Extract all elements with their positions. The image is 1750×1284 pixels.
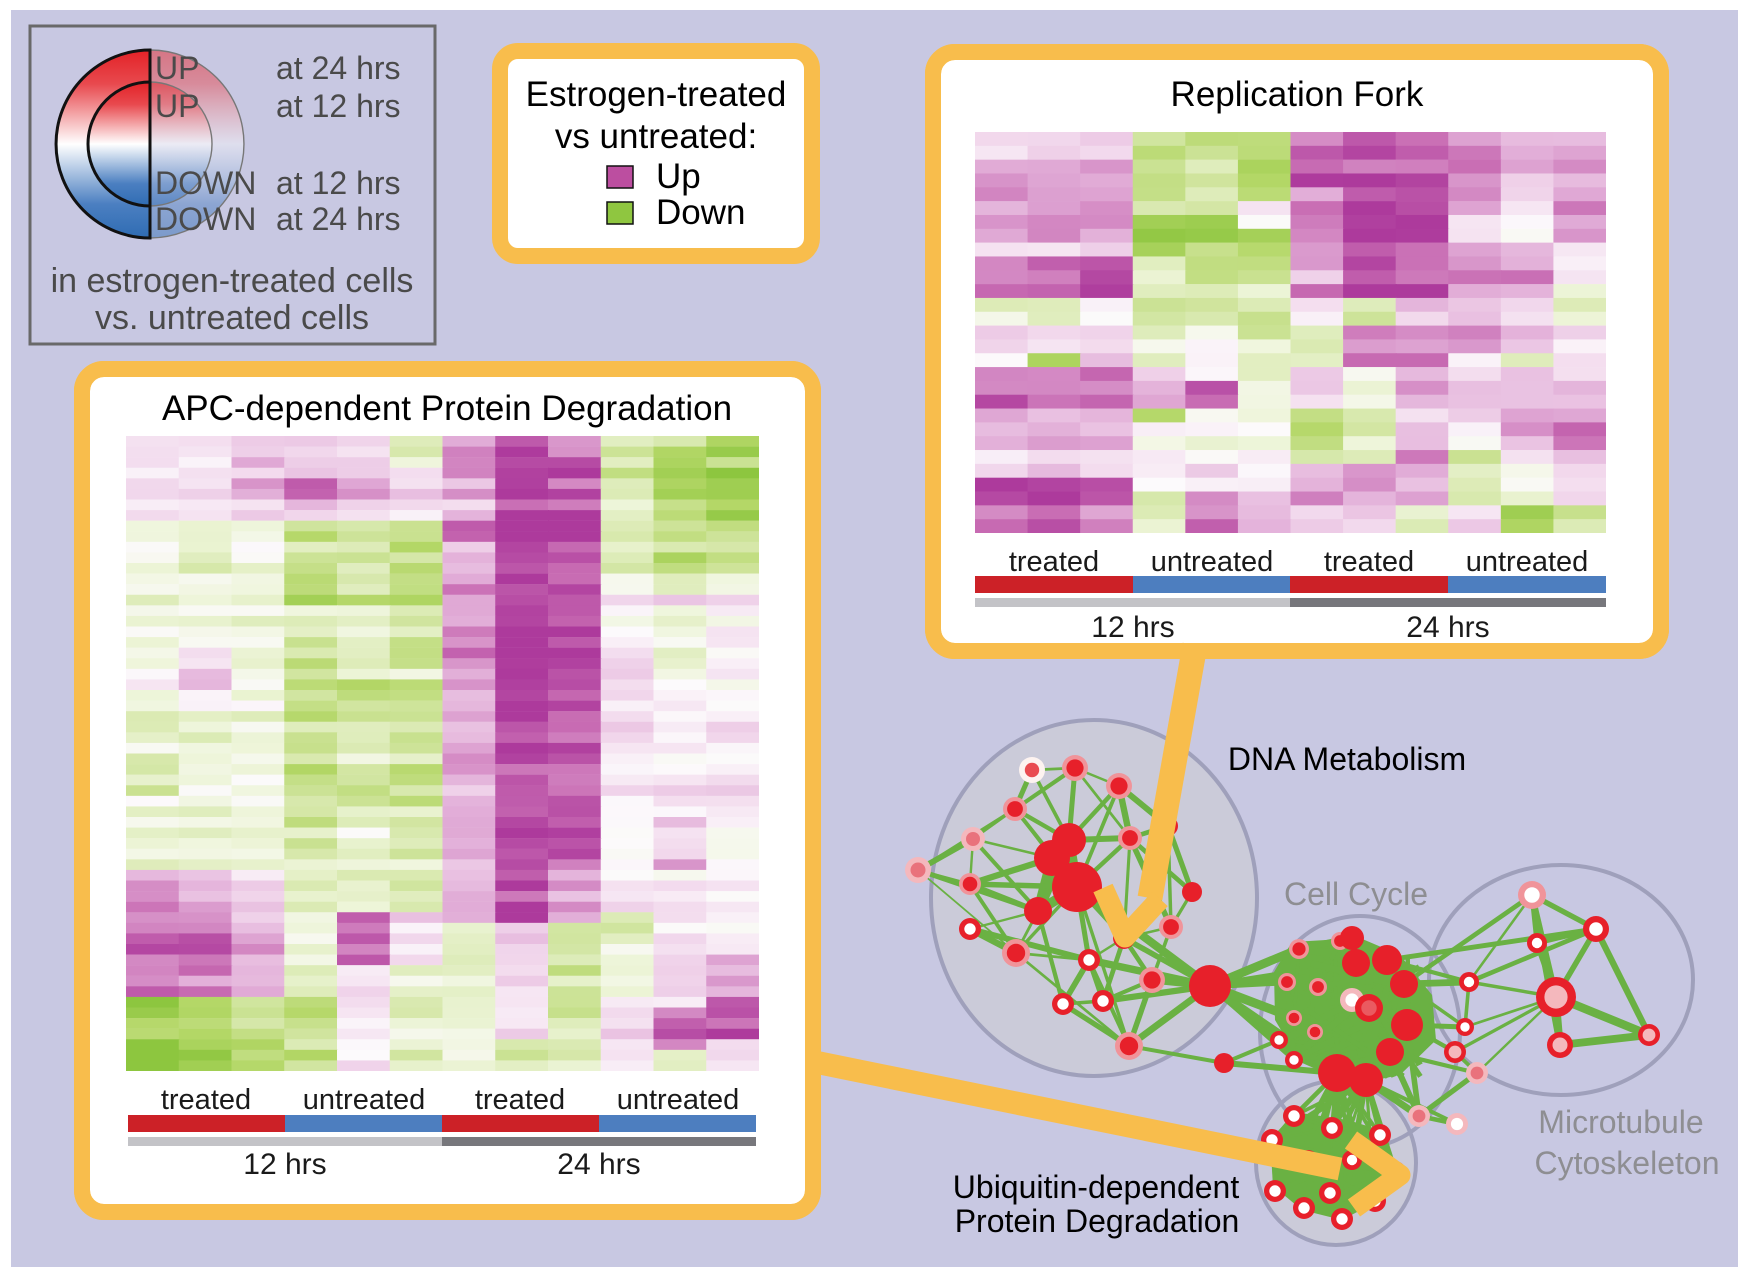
svg-text:vs untreated:: vs untreated: bbox=[555, 117, 757, 156]
svg-text:at 12 hrs: at 12 hrs bbox=[276, 88, 401, 124]
svg-text:UP: UP bbox=[155, 88, 199, 124]
svg-text:Microtubule: Microtubule bbox=[1538, 1104, 1703, 1140]
svg-text:at 24 hrs: at 24 hrs bbox=[276, 50, 401, 86]
svg-text:untreated: untreated bbox=[617, 1084, 740, 1116]
svg-text:vs. untreated cells: vs. untreated cells bbox=[95, 299, 369, 337]
svg-text:untreated: untreated bbox=[1466, 546, 1589, 578]
svg-text:Protein Degradation: Protein Degradation bbox=[955, 1203, 1240, 1239]
svg-text:Down: Down bbox=[656, 193, 745, 232]
svg-text:untreated: untreated bbox=[303, 1084, 426, 1116]
svg-text:treated: treated bbox=[1009, 546, 1099, 578]
svg-text:Ubiquitin-dependent: Ubiquitin-dependent bbox=[953, 1169, 1240, 1205]
svg-text:DOWN: DOWN bbox=[155, 201, 256, 237]
svg-text:DNA Metabolism: DNA Metabolism bbox=[1228, 741, 1466, 777]
svg-text:APC-dependent Protein Degradat: APC-dependent Protein Degradation bbox=[162, 389, 732, 428]
svg-text:12 hrs: 12 hrs bbox=[243, 1148, 326, 1181]
svg-text:12 hrs: 12 hrs bbox=[1091, 611, 1174, 644]
svg-text:Estrogen-treated: Estrogen-treated bbox=[526, 75, 787, 114]
svg-text:treated: treated bbox=[1324, 546, 1414, 578]
svg-text:at 12 hrs: at 12 hrs bbox=[276, 165, 401, 201]
svg-text:treated: treated bbox=[161, 1084, 251, 1116]
svg-text:Up: Up bbox=[656, 157, 701, 196]
svg-text:24 hrs: 24 hrs bbox=[557, 1148, 640, 1181]
svg-text:Cytoskeleton: Cytoskeleton bbox=[1535, 1145, 1720, 1181]
svg-text:at 24 hrs: at 24 hrs bbox=[276, 201, 401, 237]
svg-text:in estrogen-treated cells: in estrogen-treated cells bbox=[51, 262, 414, 300]
svg-text:untreated: untreated bbox=[1151, 546, 1274, 578]
svg-text:Cell Cycle: Cell Cycle bbox=[1284, 876, 1428, 912]
svg-text:UP: UP bbox=[155, 50, 199, 86]
svg-text:24 hrs: 24 hrs bbox=[1406, 611, 1489, 644]
svg-text:Replication Fork: Replication Fork bbox=[1171, 75, 1424, 114]
svg-text:DOWN: DOWN bbox=[155, 165, 256, 201]
svg-text:treated: treated bbox=[475, 1084, 565, 1116]
